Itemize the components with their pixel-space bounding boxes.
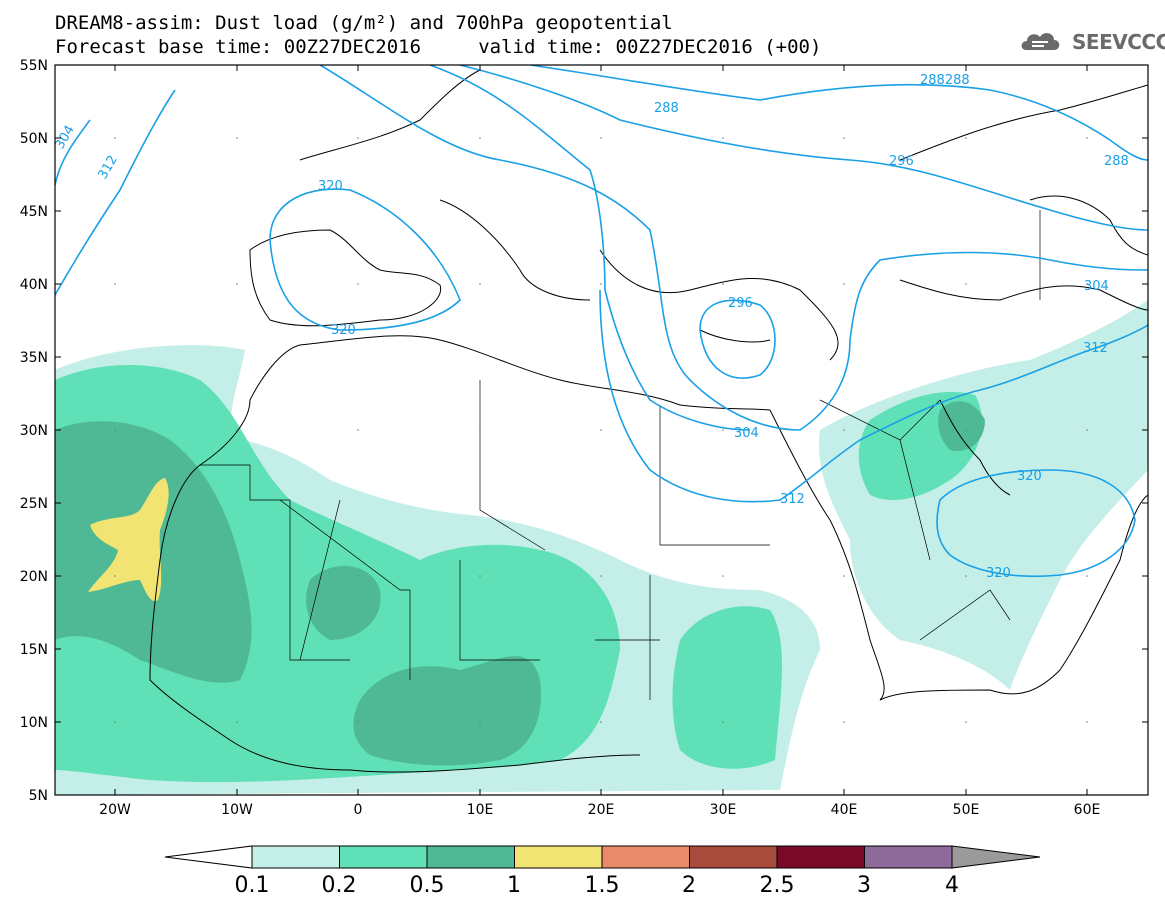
lon-label: 30E [710,802,737,818]
grid-dots [114,137,1088,723]
title-line-1: DREAM8-assim: Dust load (g/m²) and 700hP… [55,12,673,34]
longitude-labels: 20W 10W 0 10E 20E 30E 40E 50E 60E [99,802,1100,818]
colorbar-high-arrow [951,845,1041,869]
title-line-2: Forecast base time: 00Z27DEC2016 valid t… [55,36,822,58]
colorbar-cell [339,845,428,869]
contour-label: 304 [1084,279,1109,294]
colorbar: 0.1 0.2 0.5 1 1.5 2 2.5 3 4 [164,845,1041,898]
colorbar-tick: 1 [507,873,521,898]
lat-label: 10N [20,715,48,731]
lon-label: 20E [588,802,615,818]
colorbar-tick: 1.5 [585,873,620,898]
logo-text: SEEVCCC [1072,30,1165,54]
lon-label: 50E [953,802,980,818]
colorbar-cell [426,845,515,869]
lon-label: 60E [1074,802,1101,818]
latitude-labels: 55N 50N 45N 40N 35N 30N 25N 20N 15N 10N … [20,58,48,804]
lat-label: 35N [20,350,48,366]
colorbar-cell [251,845,340,869]
lat-label: 15N [20,642,48,658]
contour-label: 320 [318,179,343,194]
contour-label: 320 [1017,469,1042,484]
lat-label: 20N [20,569,48,585]
contour-label: 312 [1083,341,1108,356]
lon-label: 20W [99,802,131,818]
geopotential-contours [55,65,1148,578]
contour-label: 296 [889,154,914,169]
contour-label: 288 [654,101,679,116]
contour-label: 304 [734,426,759,441]
colorbar-cell [689,845,778,869]
lat-label: 45N [20,204,48,220]
coastlines [149,69,1148,773]
lat-label: 5N [29,788,48,804]
colorbar-tick: 2.5 [760,873,795,898]
contour-label: 312 [780,492,805,507]
contour-label: 288 [1104,154,1129,169]
lon-label: 40E [831,802,858,818]
lat-label: 30N [20,423,48,439]
colorbar-tick: 2 [682,873,696,898]
colorbar-tick: 4 [945,873,959,898]
colorbar-cell [776,845,865,869]
contour-label: 320 [986,566,1011,581]
contour-label: 296 [728,296,753,311]
dust-yellow-layer [88,478,169,601]
lat-label: 40N [20,277,48,293]
cloud-icon [1021,33,1060,50]
colorbar-tick: 0.1 [235,873,270,898]
lat-label: 25N [20,496,48,512]
colorbar-tick: 3 [857,873,871,898]
colorbar-tick: 0.5 [410,873,445,898]
lat-label: 55N [20,58,48,74]
contour-label: 320 [331,323,356,338]
colorbar-cell [601,845,690,869]
lon-label: 10E [467,802,494,818]
colorbar-cell [864,845,953,869]
colorbar-low-arrow [164,845,253,869]
lon-label: 0 [354,802,363,818]
colorbar-tick: 0.2 [322,873,357,898]
borders [200,210,1041,700]
axis-ticks [55,64,1148,796]
lon-label: 10W [221,802,253,818]
contour-label: 288288 [920,73,970,88]
lat-label: 50N [20,131,48,147]
colorbar-cell [514,845,603,869]
